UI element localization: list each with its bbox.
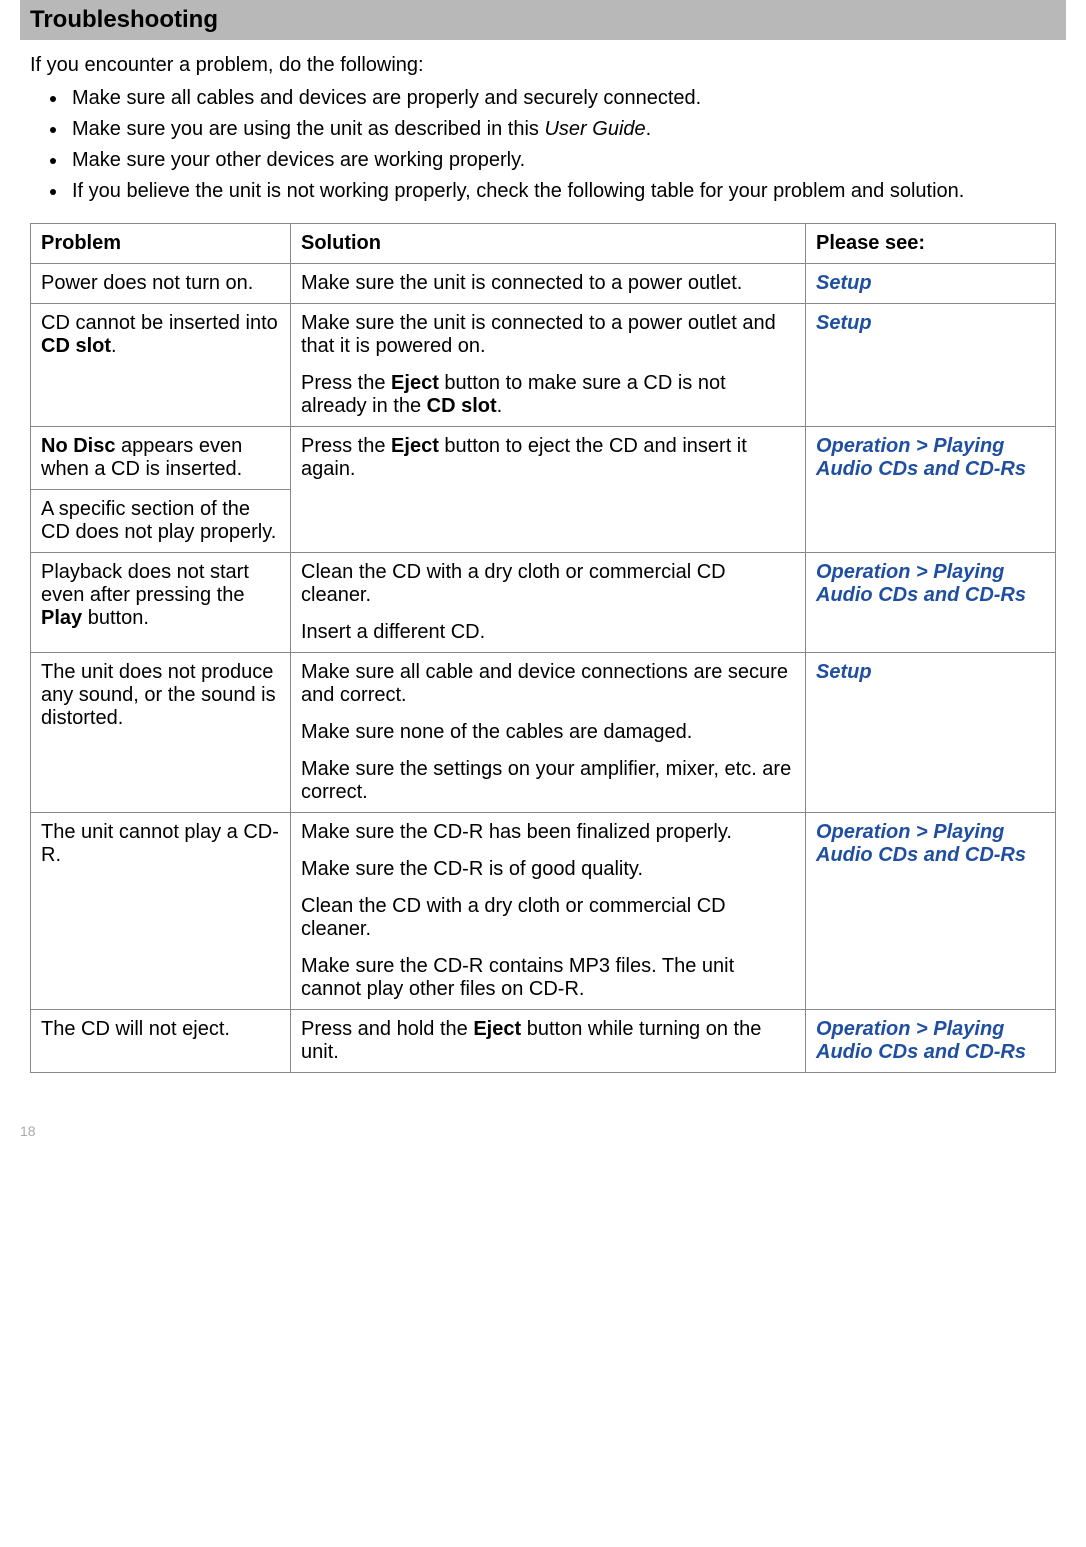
bold-text: Eject: [391, 372, 439, 394]
solution-para: Make sure the CD-R has been finalized pr…: [301, 821, 795, 844]
bold-text: CD slot: [41, 335, 111, 357]
page-number: 18: [0, 1123, 1086, 1149]
reference-link[interactable]: Operation > Playing Audio CDs and CD-Rs: [816, 561, 1026, 606]
solution-para: Make sure the settings on your amplifier…: [301, 758, 795, 804]
cell-problem: The CD will not eject.: [31, 1010, 291, 1073]
text: .: [646, 118, 652, 140]
title-bar: Troubleshooting: [20, 0, 1066, 40]
bold-text: Play: [41, 607, 82, 629]
bold-text: Eject: [473, 1018, 521, 1040]
reference-link[interactable]: Setup: [816, 272, 872, 294]
cell-solution: Press and hold the Eject button while tu…: [291, 1010, 806, 1073]
cell-problem: CD cannot be inserted into CD slot.: [31, 304, 291, 427]
cell-solution: Clean the CD with a dry cloth or commerc…: [291, 553, 806, 653]
table-row: Playback does not start even after press…: [31, 553, 1056, 653]
cell-problem: The unit cannot play a CD-R.: [31, 813, 291, 1010]
cell-see: Operation > Playing Audio CDs and CD-Rs: [806, 1010, 1056, 1073]
table-row: CD cannot be inserted into CD slot. Make…: [31, 304, 1056, 427]
cell-problem: Playback does not start even after press…: [31, 553, 291, 653]
cell-solution: Make sure the unit is connected to a pow…: [291, 264, 806, 304]
cell-see: Operation > Playing Audio CDs and CD-Rs: [806, 813, 1056, 1010]
intro-text: If you encounter a problem, do the follo…: [20, 54, 1066, 77]
header-solution: Solution: [291, 224, 806, 264]
text: Press the: [301, 372, 391, 394]
text: Press and hold the: [301, 1018, 473, 1040]
text: button.: [82, 607, 149, 629]
page-title: Troubleshooting: [30, 6, 1056, 34]
text: Press the: [301, 435, 391, 457]
solution-para: Clean the CD with a dry cloth or commerc…: [301, 895, 795, 941]
cell-problem: No Disc appears even when a CD is insert…: [31, 427, 291, 490]
cell-problem: Power does not turn on.: [31, 264, 291, 304]
solution-para: Make sure the CD-R contains MP3 files. T…: [301, 955, 795, 1001]
header-see: Please see:: [806, 224, 1056, 264]
bold-text: CD slot: [427, 395, 497, 417]
reference-link[interactable]: Setup: [816, 661, 872, 683]
list-item: Make sure your other devices are working…: [68, 149, 1066, 172]
header-problem: Problem: [31, 224, 291, 264]
solution-para: Make sure all cable and device connectio…: [301, 661, 795, 707]
cell-solution: Make sure the CD-R has been finalized pr…: [291, 813, 806, 1010]
italic-text: User Guide: [544, 118, 645, 140]
table-row: The CD will not eject. Press and hold th…: [31, 1010, 1056, 1073]
text: CD cannot be inserted into: [41, 312, 278, 334]
cell-see: Setup: [806, 264, 1056, 304]
list-item: Make sure all cables and devices are pro…: [68, 87, 1066, 110]
cell-see: Operation > Playing Audio CDs and CD-Rs: [806, 427, 1056, 553]
table-row: Power does not turn on. Make sure the un…: [31, 264, 1056, 304]
cell-solution: Make sure the unit is connected to a pow…: [291, 304, 806, 427]
bold-text: Eject: [391, 435, 439, 457]
cell-problem: The unit does not produce any sound, or …: [31, 653, 291, 813]
cell-solution: Press the Eject button to eject the CD a…: [291, 427, 806, 553]
cell-see: Setup: [806, 304, 1056, 427]
list-item: If you believe the unit is not working p…: [68, 180, 1066, 203]
page-content: Troubleshooting If you encounter a probl…: [0, 0, 1086, 1123]
text: Playback does not start even after press…: [41, 561, 249, 606]
solution-para: Press the Eject button to make sure a CD…: [301, 372, 795, 418]
solution-para: Make sure the CD-R is of good quality.: [301, 858, 795, 881]
table-row: The unit does not produce any sound, or …: [31, 653, 1056, 813]
solution-para: Clean the CD with a dry cloth or commerc…: [301, 561, 795, 607]
reference-link[interactable]: Operation > Playing Audio CDs and CD-Rs: [816, 1018, 1026, 1063]
solution-para: Make sure none of the cables are damaged…: [301, 721, 795, 744]
list-item: Make sure you are using the unit as desc…: [68, 118, 1066, 141]
text: .: [497, 395, 503, 417]
cell-solution: Make sure all cable and device connectio…: [291, 653, 806, 813]
cell-see: Setup: [806, 653, 1056, 813]
text: Make sure you are using the unit as desc…: [72, 118, 544, 140]
troubleshooting-table: Problem Solution Please see: Power does …: [30, 223, 1056, 1073]
bold-text: No Disc: [41, 435, 115, 457]
reference-link[interactable]: Setup: [816, 312, 872, 334]
cell-see: Operation > Playing Audio CDs and CD-Rs: [806, 553, 1056, 653]
table-header-row: Problem Solution Please see:: [31, 224, 1056, 264]
cell-problem: A specific section of the CD does not pl…: [31, 490, 291, 553]
reference-link[interactable]: Operation > Playing Audio CDs and CD-Rs: [816, 821, 1026, 866]
table-row: The unit cannot play a CD-R. Make sure t…: [31, 813, 1056, 1010]
reference-link[interactable]: Operation > Playing Audio CDs and CD-Rs: [816, 435, 1026, 480]
solution-para: Insert a different CD.: [301, 621, 795, 644]
table-row: No Disc appears even when a CD is insert…: [31, 427, 1056, 490]
solution-para: Make sure the unit is connected to a pow…: [301, 312, 795, 358]
text: .: [111, 335, 117, 357]
bullet-list: Make sure all cables and devices are pro…: [20, 87, 1066, 203]
